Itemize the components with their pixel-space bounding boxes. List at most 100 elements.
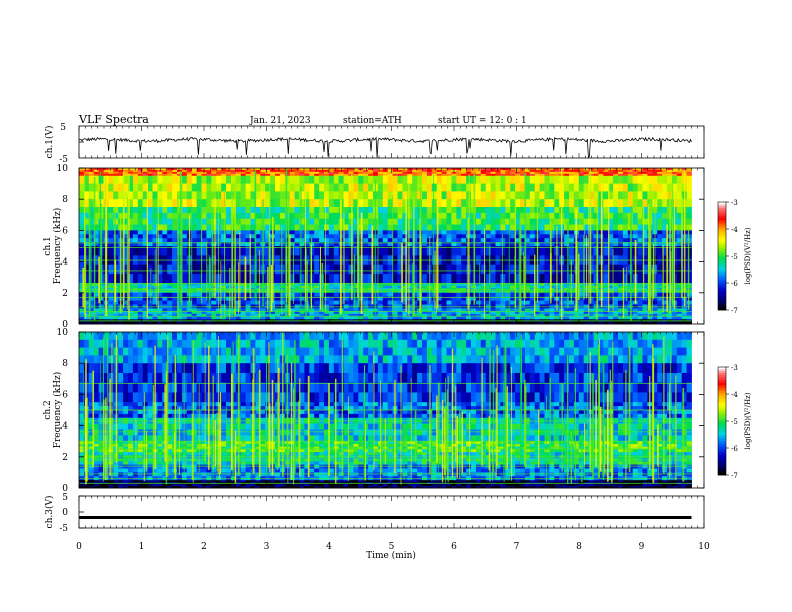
spec-cell [397, 168, 403, 171]
spec-cell [142, 212, 148, 220]
spec-cell [128, 300, 134, 305]
spec-cell [456, 339, 462, 348]
spec-cell [549, 234, 555, 239]
spec-cell [294, 171, 300, 175]
spec-cell [250, 332, 256, 341]
spec-cell [647, 173, 653, 177]
spec-cell [524, 332, 531, 341]
spec-cell [211, 246, 217, 256]
spec-cell [275, 212, 281, 220]
spec-cell [294, 212, 300, 220]
spec-cell [676, 332, 683, 341]
spec-cell [618, 199, 624, 208]
spec-cell [328, 246, 335, 256]
spec-cell [79, 173, 85, 177]
spec-cell [142, 173, 148, 177]
spec-cell [226, 296, 232, 301]
spec-cell [79, 242, 85, 247]
spec-cell [309, 224, 315, 231]
spec-cell [191, 169, 197, 173]
spec-cell [162, 246, 168, 256]
spec-cell [319, 332, 325, 341]
spec-cell [686, 199, 692, 208]
spec-cell [657, 290, 663, 294]
spec-cell [632, 319, 638, 321]
spec-cell [196, 313, 202, 317]
spec-cell [299, 283, 305, 287]
spec-cell [240, 311, 246, 315]
spec-cell [113, 321, 119, 324]
spec-cell [387, 242, 393, 247]
spec-cell [353, 199, 359, 208]
spec-cell [515, 313, 521, 317]
spec-cell [314, 230, 320, 235]
spec-cell [642, 171, 648, 175]
spec-cell [83, 332, 90, 341]
spec-cell [377, 332, 384, 341]
spec-cell [608, 319, 614, 321]
spec-cell [348, 313, 354, 317]
spec-cell [162, 308, 168, 312]
spec-cell [485, 274, 491, 284]
spec-cell [485, 169, 491, 173]
spec-cell [201, 311, 207, 315]
spec-cell [328, 296, 335, 301]
spec-cell [279, 199, 286, 208]
spec-cell [147, 199, 153, 208]
spec-cell [412, 332, 418, 341]
spec-cell [603, 313, 609, 317]
spec-cell [412, 212, 418, 220]
spec-cell [426, 316, 433, 320]
spec-cell [539, 199, 545, 208]
spec-cell [490, 339, 496, 348]
spec-cell [260, 173, 266, 177]
spec-cell [392, 290, 398, 294]
spec-cell [167, 246, 173, 256]
spec-cell [480, 264, 487, 275]
spec-cell [441, 207, 447, 214]
spec-cell [177, 285, 183, 289]
spec-cell [240, 173, 246, 177]
spec-cell [676, 242, 683, 247]
spec-cell [456, 264, 462, 275]
spec-cell [382, 171, 389, 175]
spec-cell [539, 246, 545, 256]
spec-cell [505, 264, 511, 275]
spec-cell [113, 191, 119, 200]
spec-cell [245, 283, 251, 287]
spec-cell [627, 332, 634, 341]
spec-cell [657, 283, 663, 287]
spec-cell [260, 321, 266, 324]
spec-cell [422, 224, 428, 231]
spec-cell [549, 313, 555, 317]
spec-cell [172, 319, 178, 321]
spec-cell [368, 230, 374, 235]
spec-cell [284, 191, 291, 200]
spec-cell [196, 242, 202, 247]
spec-cell [226, 234, 232, 239]
spec-cell [324, 321, 330, 324]
spec-cell [392, 238, 398, 243]
spec-cell [490, 313, 496, 317]
spec-cell [539, 230, 545, 235]
spec-cell [93, 339, 99, 348]
spec-cell [671, 319, 678, 321]
spec-cell [348, 199, 354, 208]
spec-cell [216, 230, 222, 235]
spec-cell [524, 238, 531, 243]
spec-cell [157, 171, 163, 175]
spec-cell [172, 339, 178, 348]
spec-cell [363, 212, 369, 220]
spec-cell [309, 218, 315, 225]
spec-cell [201, 171, 207, 175]
spec-cell [314, 283, 320, 287]
spec-cell [216, 171, 222, 175]
spec-cell [593, 175, 599, 184]
spec-cell [353, 300, 359, 305]
spec-cell [284, 332, 291, 341]
spec-cell [152, 168, 158, 171]
spec-cell [412, 290, 418, 294]
spec-cell [368, 224, 374, 231]
spec-cell [147, 230, 153, 235]
spec-cell [485, 311, 491, 315]
